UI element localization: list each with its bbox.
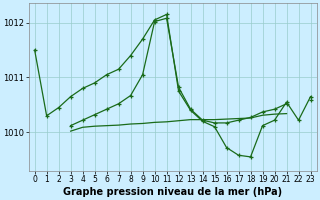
X-axis label: Graphe pression niveau de la mer (hPa): Graphe pression niveau de la mer (hPa) (63, 187, 282, 197)
